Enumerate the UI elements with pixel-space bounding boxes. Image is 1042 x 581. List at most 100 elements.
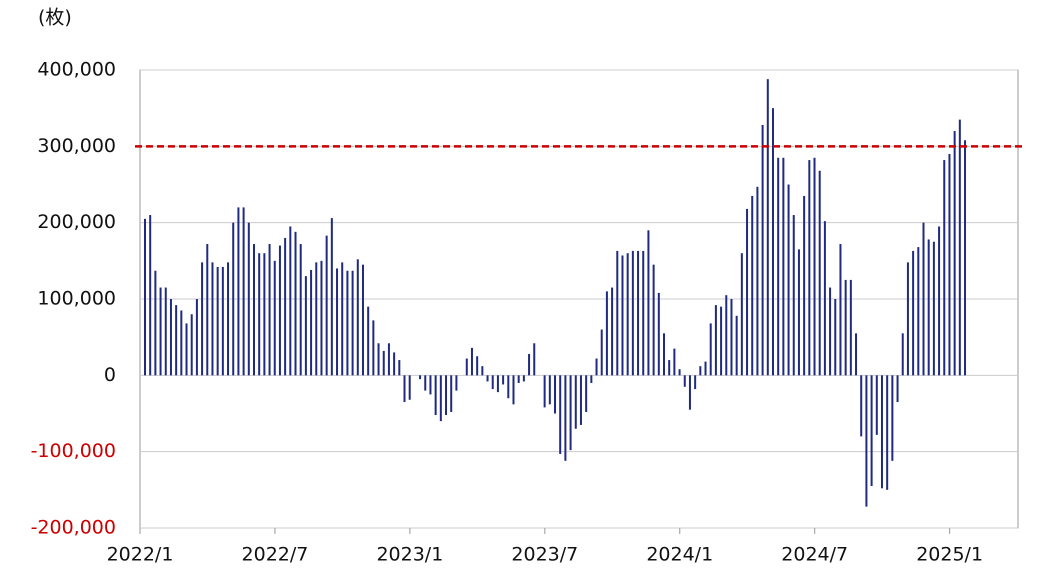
bar [491, 375, 494, 390]
bar [408, 375, 411, 400]
bar [336, 268, 339, 376]
bar [315, 262, 318, 376]
bar [455, 375, 458, 391]
bar [938, 226, 941, 376]
bar [227, 262, 230, 376]
bar [590, 375, 593, 383]
bar [616, 250, 619, 376]
bar [154, 270, 157, 376]
y-tick-label: 0 [104, 364, 116, 386]
bar [688, 375, 691, 410]
y-tick-label: 200,000 [37, 211, 116, 233]
bar [216, 266, 219, 376]
bar [704, 361, 707, 376]
bar [512, 375, 515, 405]
bar [465, 358, 468, 376]
bar [657, 292, 660, 376]
bar [237, 207, 240, 376]
bar [424, 375, 427, 391]
x-tick-label: 2022/7 [242, 544, 309, 566]
bar [735, 315, 738, 376]
bar [372, 320, 375, 376]
bar [304, 276, 307, 376]
bar [486, 375, 489, 382]
bar [299, 244, 302, 376]
x-tick-label: 2022/1 [107, 544, 174, 566]
bar [310, 269, 313, 376]
bar [818, 170, 821, 376]
bar [932, 241, 935, 376]
bar [164, 287, 167, 376]
bar [953, 131, 956, 376]
bar [642, 250, 645, 376]
bar [829, 287, 832, 376]
bar [149, 215, 152, 376]
bar [159, 287, 162, 376]
bar [839, 244, 842, 376]
bar [896, 375, 899, 403]
bar [419, 375, 422, 380]
x-tick-label: 2023/7 [511, 544, 578, 566]
bar [351, 270, 354, 376]
bar [585, 375, 588, 412]
bar [886, 375, 889, 490]
bar [771, 108, 774, 376]
bar [201, 262, 204, 376]
bar [694, 375, 697, 390]
bar [766, 79, 769, 376]
bar [481, 366, 484, 376]
y-axis-label: (枚) [38, 7, 72, 29]
x-tick-label: 2025/1 [916, 544, 983, 566]
y-tick-label: 100,000 [37, 288, 116, 310]
bar [720, 306, 723, 376]
bar [579, 375, 582, 425]
bar [917, 247, 920, 376]
bar [740, 253, 743, 376]
bar [906, 262, 909, 376]
bar [507, 375, 510, 399]
bar [652, 264, 655, 376]
bar [626, 253, 629, 376]
bar [948, 153, 951, 376]
bar [777, 157, 780, 376]
bar [533, 343, 536, 376]
bar [699, 366, 702, 376]
y-tick-label: -100,000 [31, 440, 116, 462]
bar [325, 235, 328, 376]
bar [958, 119, 961, 376]
bar [875, 375, 878, 435]
bar [792, 215, 795, 376]
bar [278, 245, 281, 376]
x-tick-label: 2023/1 [376, 544, 443, 566]
bar [450, 375, 453, 412]
bar [190, 314, 193, 376]
bar [367, 306, 370, 376]
bar [808, 160, 811, 376]
bar [434, 375, 437, 416]
bar [445, 375, 448, 416]
bar [927, 239, 930, 376]
bar [943, 160, 946, 376]
bar [252, 244, 255, 376]
bar [595, 358, 598, 376]
bar [528, 353, 531, 376]
bar [180, 310, 183, 376]
bar [611, 287, 614, 376]
bar [470, 347, 473, 376]
bar [725, 295, 728, 376]
bar [756, 186, 759, 376]
bar [258, 253, 261, 376]
bar [787, 184, 790, 376]
bar [346, 270, 349, 376]
bar [382, 350, 385, 376]
bar [912, 250, 915, 376]
bar [330, 218, 333, 376]
bar [746, 208, 749, 376]
bar [439, 375, 442, 422]
bar [502, 375, 505, 385]
bar [668, 360, 671, 376]
bar [548, 375, 551, 405]
bar [517, 375, 520, 383]
x-tick-label: 2024/1 [646, 544, 713, 566]
